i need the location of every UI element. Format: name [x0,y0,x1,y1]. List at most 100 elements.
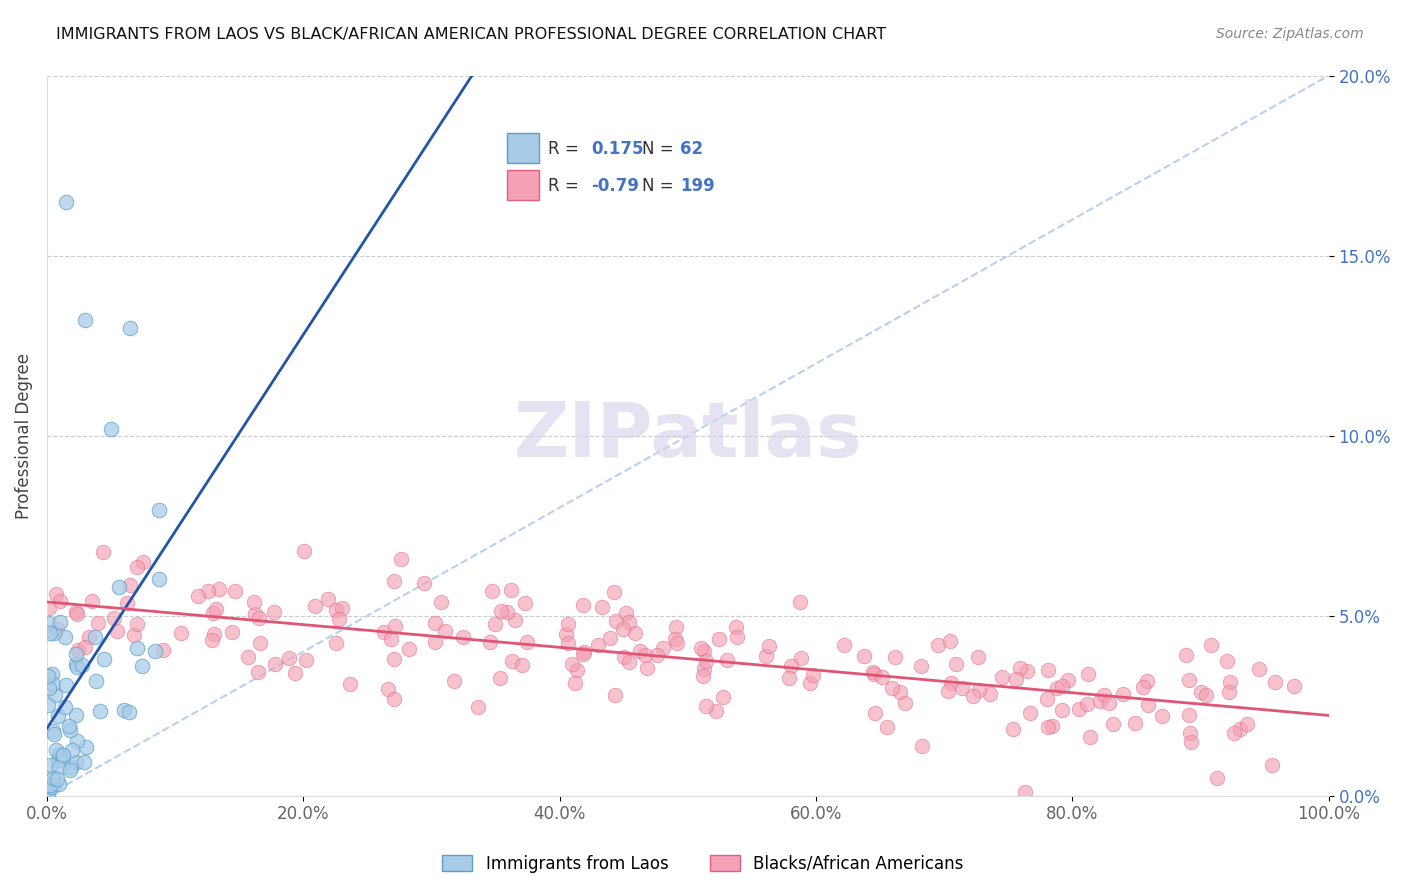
Point [148,573,170,587]
Point [991,670,1014,684]
Point [557,636,579,650]
Point [636,660,658,674]
Point [1195,688,1218,702]
Point [572,648,595,662]
Point [510,658,533,673]
Point [423,615,446,630]
Point [373,624,395,639]
Point [1189,685,1212,699]
Point [65,605,87,619]
Point [75,640,97,654]
Point [554,627,576,641]
Point [1036,719,1059,733]
Point [236,650,259,665]
Point [46,772,69,786]
Point [105,624,128,639]
Point [780,658,803,673]
Point [292,543,315,558]
Point [112,703,135,717]
Point [38,600,60,615]
Point [967,649,990,664]
Point [962,689,984,703]
Point [197,584,219,599]
Point [59,760,82,774]
Point [1077,666,1099,681]
Point [325,603,347,617]
Point [48,760,70,774]
Point [37,669,59,683]
Text: -0.79: -0.79 [592,177,640,194]
Point [1076,697,1098,711]
Point [1067,701,1090,715]
Point [1150,709,1173,723]
Point [755,649,778,664]
Point [125,616,148,631]
Point [263,657,285,671]
Point [108,580,131,594]
Point [936,684,959,698]
Point [1174,648,1197,663]
Point [516,635,538,649]
Point [557,616,579,631]
Point [1042,719,1064,733]
Point [66,607,89,622]
Point [87,615,110,630]
Point [707,632,730,646]
Text: IMMIGRANTS FROM LAOS VS BLACK/AFRICAN AMERICAN PROFESSIONAL DEGREE CORRELATION C: IMMIGRANTS FROM LAOS VS BLACK/AFRICAN AM… [56,27,886,42]
Text: R =: R = [548,139,579,158]
Point [605,615,627,629]
Point [208,582,231,596]
Point [692,669,714,683]
Point [41,773,63,788]
Point [70,657,93,672]
Point [118,578,141,592]
Point [1136,674,1159,689]
Point [48,747,70,761]
Bar [508,133,538,163]
Point [711,690,734,705]
Point [170,626,193,640]
Point [318,592,340,607]
Point [84,674,107,689]
Point [200,633,222,648]
Point [1178,725,1201,739]
Text: N =: N = [641,139,673,158]
Point [37,698,59,712]
Point [284,666,307,681]
Point [53,630,76,644]
Point [382,691,405,706]
Point [42,771,65,785]
Point [389,551,412,566]
Point [413,576,436,591]
Point [1264,674,1286,689]
Point [277,650,299,665]
Point [243,594,266,608]
Point [44,688,66,702]
Point [46,709,69,723]
Point [695,654,717,668]
Point [328,612,350,626]
Point [1178,673,1201,688]
Point [832,638,855,652]
Point [65,707,87,722]
Point [221,625,243,640]
Point [46,623,69,637]
Point [59,763,82,777]
Point [614,606,637,620]
Point [586,638,609,652]
Point [883,649,905,664]
Point [1261,757,1284,772]
Point [894,696,917,710]
Point [143,644,166,658]
Point [451,631,474,645]
Point [693,661,716,675]
Point [489,604,512,618]
Point [1123,715,1146,730]
Point [852,648,875,663]
Point [489,671,512,685]
Point [202,607,225,621]
Text: R =: R = [548,177,579,194]
Point [48,777,70,791]
Point [1050,679,1073,693]
Point [60,743,83,757]
